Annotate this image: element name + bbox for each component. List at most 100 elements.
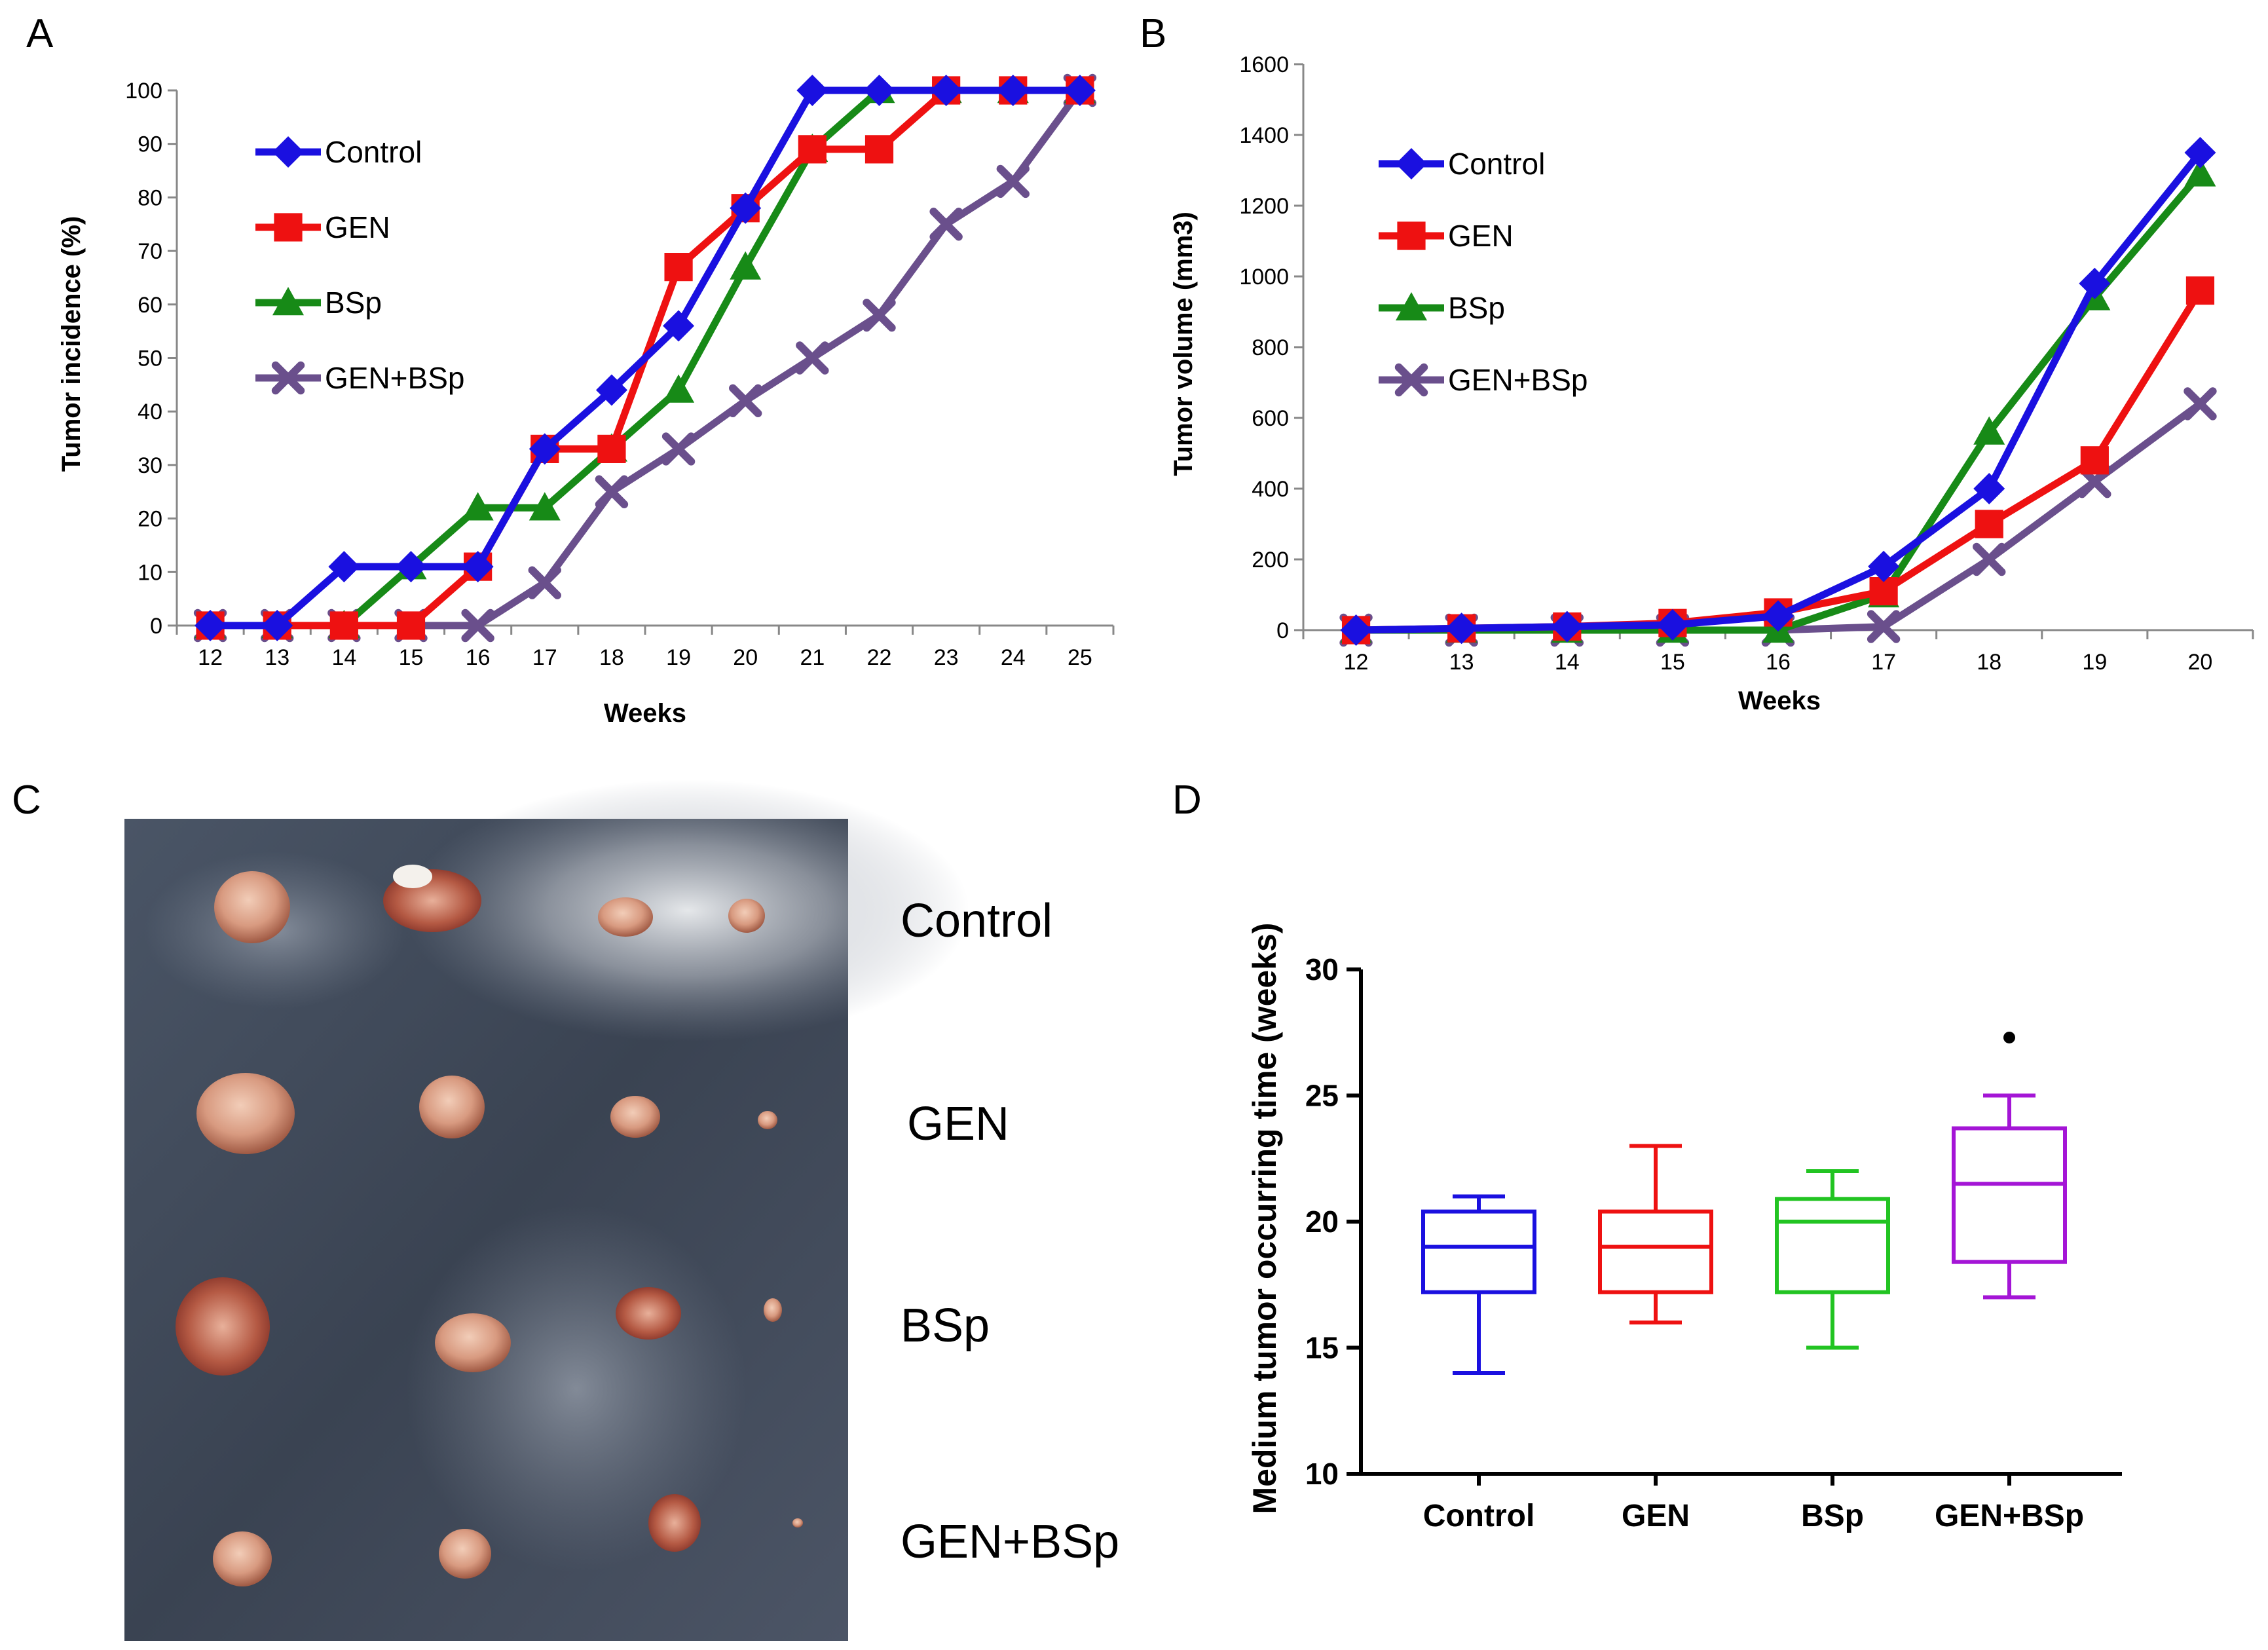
data-point-gen bbox=[329, 611, 358, 640]
legend-label-gen: GEN bbox=[325, 210, 390, 244]
chart-b-y-title: Tumor volume (mm3) bbox=[1169, 212, 1198, 476]
series-line-control bbox=[210, 86, 1080, 629]
x-tick-label: 19 bbox=[2082, 650, 2107, 675]
tumor-sample bbox=[439, 1529, 491, 1579]
y-tick-label: 40 bbox=[138, 400, 162, 424]
data-point-control bbox=[1868, 550, 1900, 582]
iqr-box bbox=[1421, 1209, 1536, 1294]
y-tick-label: 20 bbox=[1305, 1205, 1339, 1239]
chart-d-axes: 10 15 20 25 30 Control GEN BSp GEN+BSp bbox=[1305, 952, 2122, 1533]
x-tick-label: 17 bbox=[532, 645, 557, 670]
legend-label-genbsp: GEN+BSp bbox=[1448, 363, 1588, 397]
box-bsp bbox=[1775, 1169, 1890, 1350]
data-point-genbsp bbox=[2184, 387, 2217, 421]
x-tick-label: 15 bbox=[399, 645, 424, 670]
x-category-label: Control bbox=[1423, 1499, 1535, 1533]
data-point-gen bbox=[1975, 510, 2003, 538]
x-tick-label: 16 bbox=[466, 645, 491, 670]
y-tick-label: 0 bbox=[1276, 618, 1289, 643]
y-tick-label: 60 bbox=[138, 293, 162, 318]
iqr-box bbox=[1598, 1209, 1713, 1294]
data-point-gen bbox=[798, 135, 827, 164]
x-tick-label: 14 bbox=[331, 645, 356, 670]
photo-label-bsp: BSp bbox=[901, 1300, 990, 1352]
tumor-sample bbox=[728, 899, 765, 933]
data-point-control bbox=[1656, 609, 1688, 641]
chart-b-series bbox=[1339, 137, 2217, 647]
data-point-bsp bbox=[462, 492, 494, 521]
data-point-gen bbox=[2080, 446, 2109, 475]
y-tick-label: 70 bbox=[138, 239, 162, 264]
y-tick-label: 30 bbox=[1305, 952, 1339, 986]
data-point-genbsp bbox=[1973, 542, 2006, 576]
y-tick-label: 30 bbox=[138, 453, 162, 478]
y-tick-label: 80 bbox=[138, 185, 162, 210]
tumor-photo bbox=[124, 779, 969, 1641]
legend-label-bsp: BSp bbox=[1448, 291, 1505, 325]
chart-a-series bbox=[193, 73, 1097, 643]
legend-label-control: Control bbox=[325, 135, 422, 169]
y-tick-label: 200 bbox=[1252, 548, 1289, 572]
y-tick-label: 100 bbox=[125, 79, 162, 103]
y-tick-label: 400 bbox=[1252, 477, 1289, 502]
data-point-control bbox=[730, 192, 762, 224]
x-tick-label: 21 bbox=[800, 645, 825, 670]
y-tick-label: 90 bbox=[138, 132, 162, 157]
x-tick-label: 12 bbox=[198, 645, 223, 670]
series-line-genbsp bbox=[1356, 400, 2203, 634]
data-point-control bbox=[1340, 614, 1372, 646]
tumor-sample bbox=[419, 1076, 485, 1138]
data-point-control bbox=[1973, 473, 2005, 504]
x-tick-label: 16 bbox=[1766, 650, 1791, 675]
chart-a-axes: 0 10 20 30 40 50 60 70 80 90 100 12 13 14 15 16 17 18 19 20… bbox=[125, 79, 1115, 670]
legend-marker-genbsp bbox=[271, 361, 305, 395]
data-point-genbsp bbox=[929, 208, 963, 241]
data-point-control bbox=[663, 310, 695, 342]
data-point-gen bbox=[2185, 276, 2215, 305]
chart-a-y-title: Tumor incidence (%) bbox=[57, 216, 86, 472]
outlier-point bbox=[2003, 1031, 2015, 1043]
legend-marker-gen bbox=[1397, 221, 1426, 250]
chart-a-x-title: Weeks bbox=[604, 699, 686, 728]
x-tick-label: 24 bbox=[1001, 645, 1026, 670]
legend-marker-bsp bbox=[272, 287, 304, 316]
x-tick-label: 18 bbox=[1977, 650, 2001, 675]
x-tick-label: 14 bbox=[1555, 650, 1580, 675]
data-point-control bbox=[261, 610, 293, 641]
box-gen bbox=[1598, 1144, 1713, 1324]
data-point-genbsp bbox=[863, 298, 896, 332]
data-point-genbsp bbox=[796, 341, 829, 375]
x-tick-label: 20 bbox=[2188, 650, 2213, 675]
x-tick-label: 25 bbox=[1068, 645, 1092, 670]
iqr-box bbox=[1952, 1126, 2067, 1264]
legend-label-gen: GEN bbox=[1448, 219, 1514, 253]
y-tick-label: 25 bbox=[1305, 1079, 1339, 1113]
data-point-control bbox=[930, 75, 962, 106]
x-tick-label: 23 bbox=[934, 645, 959, 670]
data-point-control bbox=[863, 75, 895, 106]
y-tick-label: 10 bbox=[138, 560, 162, 585]
tumor-sample bbox=[435, 1313, 511, 1372]
photo-label-genbsp: GEN+BSp bbox=[901, 1516, 1119, 1568]
y-tick-label: 600 bbox=[1252, 406, 1289, 431]
data-point-genbsp bbox=[729, 384, 762, 418]
data-point-bsp bbox=[663, 374, 695, 403]
chart-b-axes: 0 200 400 600 800 1000 1200 1400 1600 12 13 14 15 16 1… bbox=[1239, 52, 2254, 675]
data-point-bsp bbox=[529, 492, 561, 521]
tumor-sample bbox=[214, 871, 290, 943]
data-point-control bbox=[529, 433, 561, 465]
legend-marker-bsp bbox=[1396, 292, 1427, 321]
data-point-control bbox=[328, 551, 360, 583]
panel-letter-c: C bbox=[12, 778, 41, 823]
tumor-sample bbox=[610, 1096, 660, 1138]
data-point-control bbox=[195, 610, 227, 641]
series-line-gen bbox=[1356, 288, 2204, 634]
legend-label-genbsp: GEN+BSp bbox=[325, 361, 465, 395]
box-genbsp bbox=[1952, 1031, 2067, 1300]
y-tick-label: 1400 bbox=[1239, 123, 1289, 148]
data-point-control bbox=[1064, 75, 1096, 106]
data-point-control bbox=[2184, 137, 2216, 168]
y-tick-label: 0 bbox=[150, 614, 162, 639]
data-point-genbsp bbox=[461, 609, 494, 643]
data-point-genbsp bbox=[528, 566, 561, 599]
